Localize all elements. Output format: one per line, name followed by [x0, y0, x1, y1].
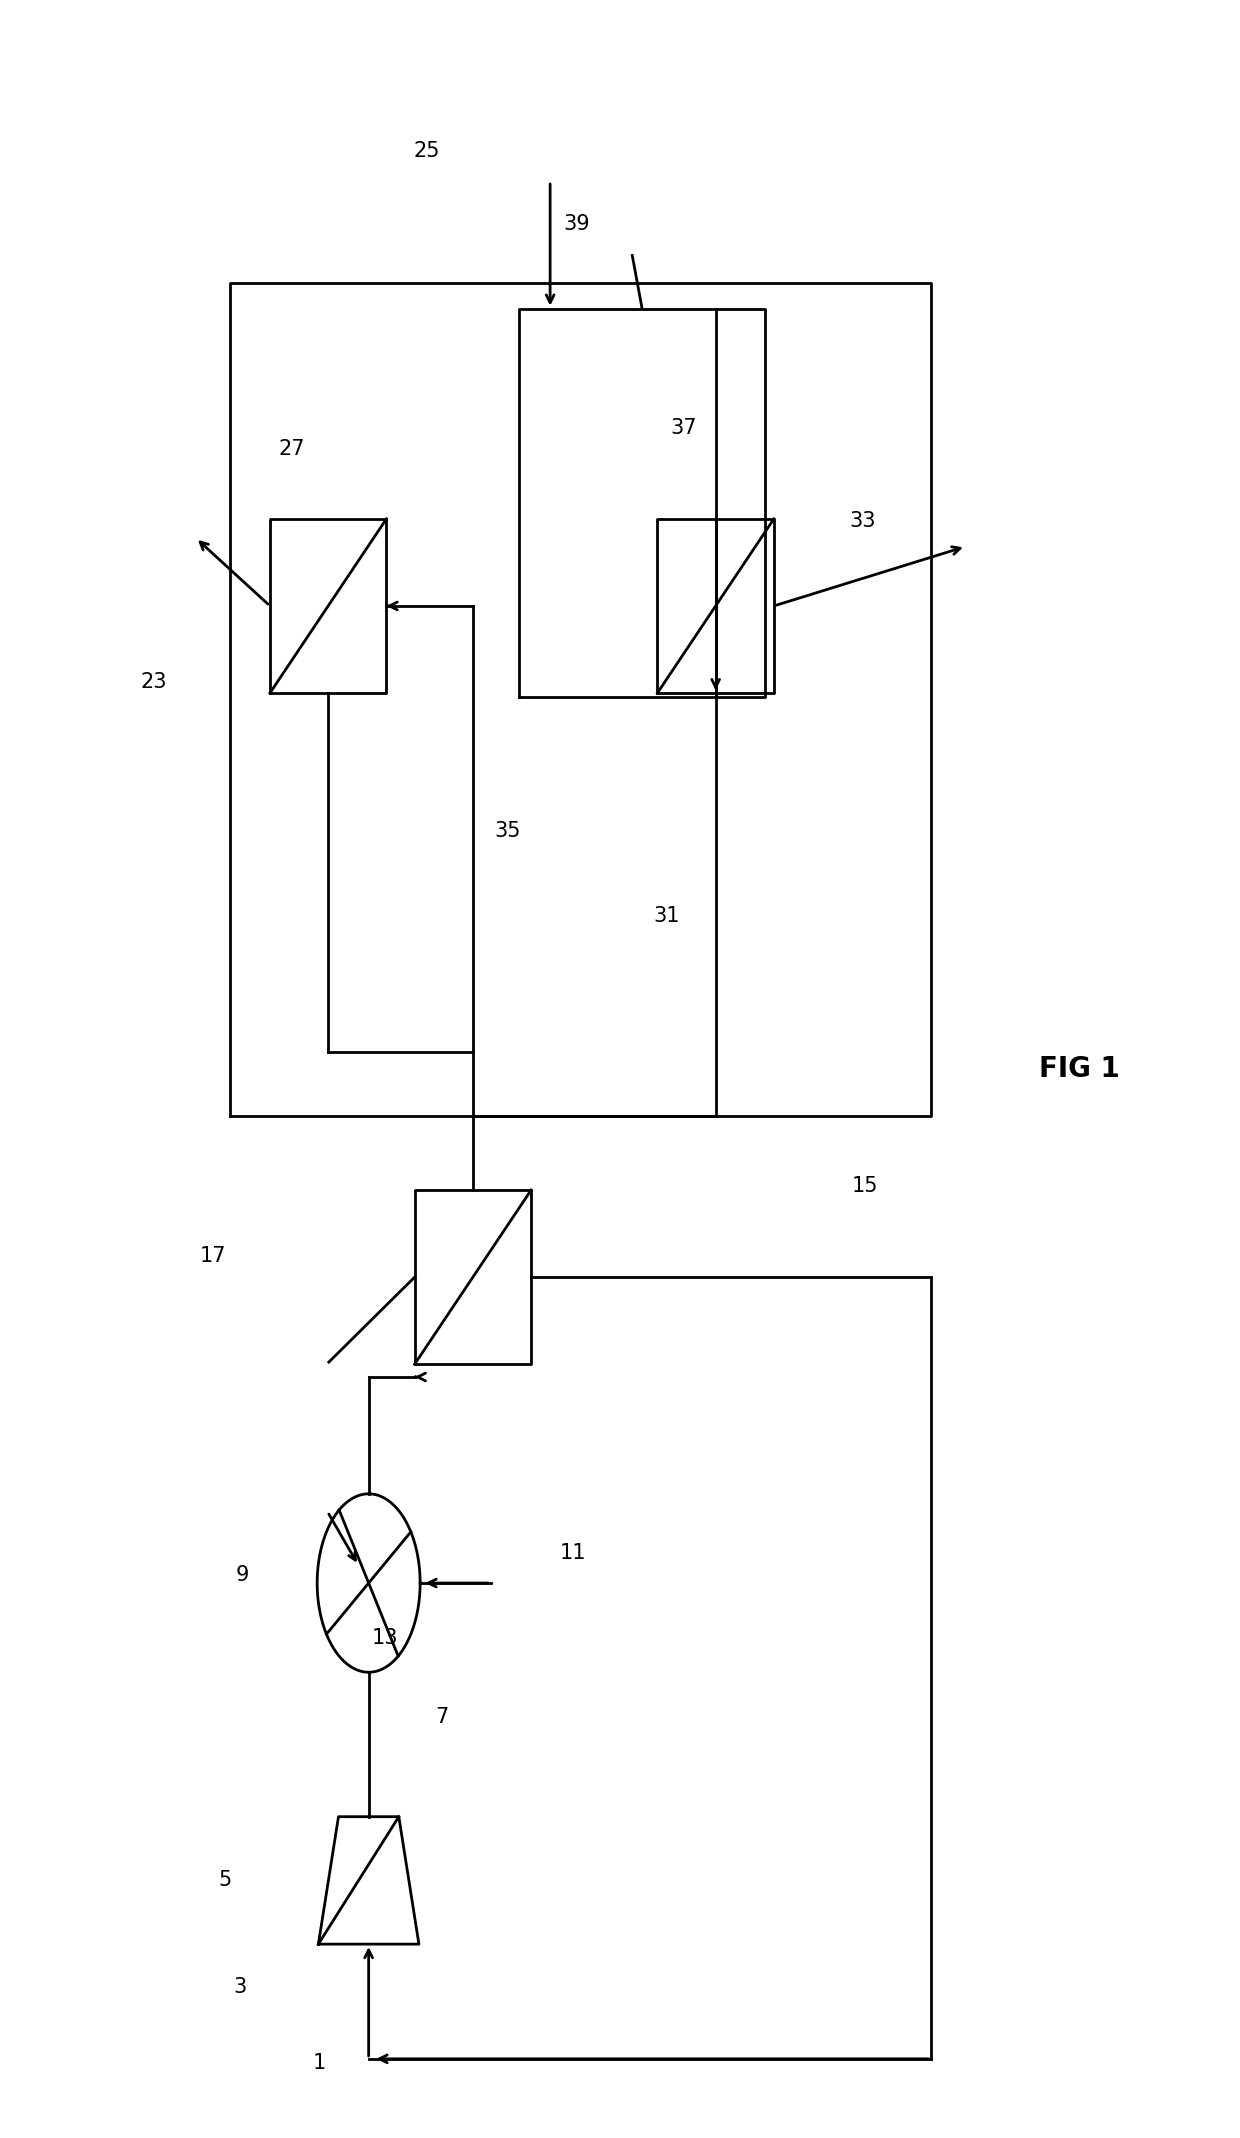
Text: 17: 17	[200, 1246, 226, 1266]
Text: 15: 15	[852, 1176, 878, 1195]
Text: 7: 7	[435, 1706, 449, 1728]
Text: 13: 13	[371, 1629, 398, 1648]
Text: 5: 5	[218, 1871, 232, 1890]
Text: 27: 27	[278, 438, 305, 460]
Text: 37: 37	[671, 417, 697, 438]
Text: 33: 33	[849, 511, 875, 530]
Text: 31: 31	[653, 907, 680, 926]
Text: 9: 9	[236, 1565, 249, 1584]
Text: 3: 3	[233, 1978, 247, 1997]
Text: 39: 39	[564, 214, 590, 233]
Text: 35: 35	[494, 821, 521, 840]
Text: 1: 1	[312, 2052, 326, 2074]
Text: FIG 1: FIG 1	[1039, 1054, 1120, 1084]
Text: 23: 23	[141, 673, 167, 693]
Text: 11: 11	[560, 1544, 587, 1563]
Text: 25: 25	[413, 141, 439, 160]
